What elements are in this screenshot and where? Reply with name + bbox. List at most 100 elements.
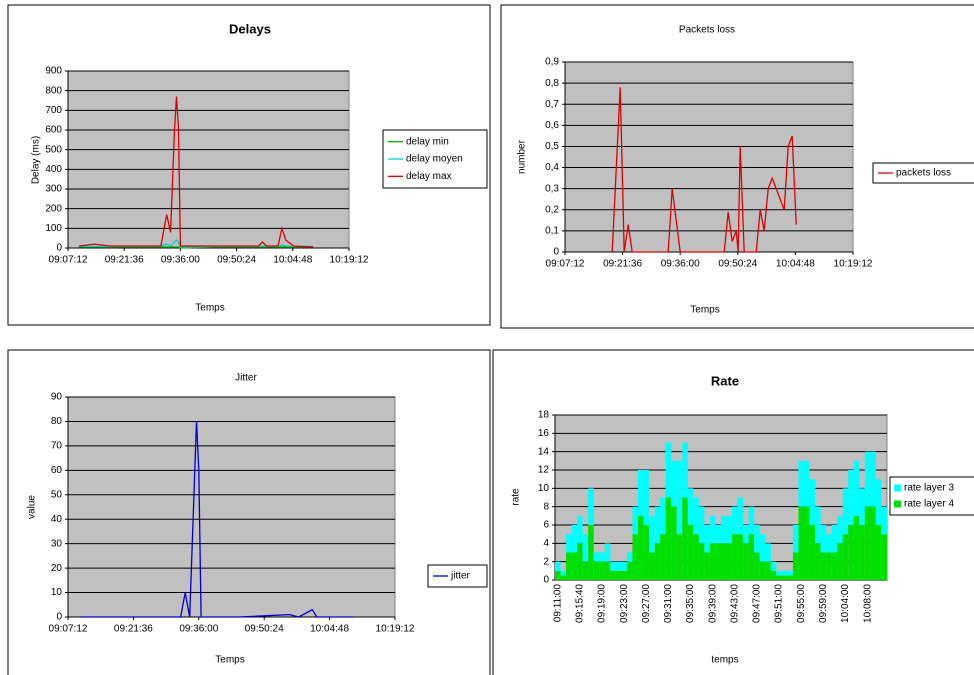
bar-segment — [599, 561, 605, 580]
x-tick-label: 09:35:00 — [685, 584, 696, 623]
bar-segment — [643, 525, 650, 580]
bar-segment — [826, 534, 832, 553]
y-axis-label: Delay (ms) — [31, 136, 42, 184]
x-tick-label: 09:36:00 — [179, 624, 218, 635]
bar-segment — [555, 561, 561, 571]
chart-title: Rate — [711, 373, 739, 388]
y-tick-label: 900 — [45, 66, 62, 77]
bar-segment — [776, 575, 782, 580]
chart-panel: Packets loss Temps number 0 0,1 0,2 0,3 0,4 0,5 0… — [500, 4, 974, 329]
bar-segment — [665, 497, 672, 580]
bar-segment — [704, 552, 710, 580]
bar-segment — [864, 451, 871, 507]
bar-segment — [826, 552, 832, 580]
x-tick-label: 09:43:00 — [729, 584, 740, 623]
bar-segment — [638, 515, 644, 580]
data-line — [80, 421, 354, 618]
bar-segment — [748, 506, 755, 535]
legend-label: delay max — [406, 171, 452, 182]
bar-segment — [693, 534, 699, 580]
bar-segment — [582, 561, 589, 580]
bar-segment — [831, 552, 838, 580]
y-tick-label: 700 — [45, 105, 62, 116]
bar-segment — [743, 525, 749, 544]
legend-swatch — [894, 500, 901, 508]
x-tick-label: 09:50:24 — [245, 624, 284, 635]
x-tick-label: 09:07:12 — [546, 259, 585, 270]
y-tick-label: 200 — [45, 203, 62, 214]
y-tick-label: 0,8 — [545, 78, 559, 89]
bar-segment — [765, 561, 771, 580]
bar-segment — [804, 506, 810, 580]
bar-segment — [687, 525, 694, 580]
bar-segment — [626, 561, 633, 580]
bar-segment — [571, 552, 578, 580]
x-tick-label: 09:50:24 — [718, 259, 757, 270]
bar-segment — [615, 570, 622, 580]
bar-segment — [582, 534, 589, 562]
x-axis-label: Temps — [690, 305, 719, 316]
bar-segment — [881, 506, 887, 535]
x-tick-label: 09:36:00 — [661, 259, 700, 270]
y-tick-label: 12 — [538, 465, 550, 476]
y-tick-label: 90 — [51, 392, 63, 403]
y-tick-label: 0,7 — [545, 99, 559, 110]
bar-segment — [660, 534, 666, 580]
plot-area — [67, 396, 396, 618]
y-tick-label: 0 — [56, 612, 62, 623]
bar-segment — [842, 534, 849, 580]
y-tick-label: 100 — [45, 223, 62, 234]
x-tick-label: 09:15:40 — [575, 584, 586, 623]
x-tick-label: 09:21:36 — [114, 624, 153, 635]
y-tick-label: 0,6 — [545, 120, 559, 131]
legend-label: rate layer 4 — [904, 499, 954, 510]
y-tick-label: 18 — [538, 410, 550, 421]
x-tick-label: 09:59:00 — [818, 584, 829, 623]
bar-segment — [798, 506, 804, 580]
bar-segment — [798, 460, 804, 507]
bar-segment — [709, 543, 716, 580]
bar-segment — [604, 561, 611, 580]
bar-segment — [770, 570, 777, 580]
bar-segment — [859, 525, 865, 580]
bar-segment — [732, 534, 738, 580]
bar-segment — [809, 479, 816, 525]
y-tick-label: 80 — [51, 416, 63, 427]
bar-segment — [566, 552, 572, 580]
bar-segment — [748, 534, 755, 580]
bar-segment — [671, 460, 677, 507]
x-axis-label: Temps — [195, 303, 224, 314]
bar-segment — [660, 497, 666, 535]
y-tick-label: 2 — [543, 556, 549, 567]
bar-segment — [626, 552, 633, 562]
bar-segment — [682, 442, 688, 498]
bar-segment — [593, 561, 600, 580]
bar-segment — [837, 515, 843, 544]
y-tick-label: 0,3 — [545, 183, 559, 194]
legend-swatch — [894, 484, 901, 492]
y-tick-label: 50 — [51, 489, 63, 500]
bar-segment — [831, 525, 838, 553]
bar-segment — [837, 543, 843, 580]
y-tick-label: 10 — [538, 483, 550, 494]
bar-segment — [560, 570, 567, 576]
chart-title: Packets loss — [679, 25, 735, 36]
bar-segment — [715, 525, 721, 544]
x-tick-label: 10:19:12 — [376, 624, 415, 635]
bar-segment — [726, 543, 733, 580]
y-tick-label: 8 — [543, 501, 549, 512]
bar-segment — [704, 525, 710, 553]
y-tick-label: 0,4 — [545, 162, 559, 173]
bar-segment — [815, 506, 821, 544]
bar-segment — [682, 497, 688, 580]
x-tick-label: 09:07:12 — [49, 624, 88, 635]
x-tick-label: 09:23:00 — [619, 584, 630, 623]
x-tick-label: 09:51:00 — [774, 584, 785, 623]
y-tick-label: 0,9 — [545, 57, 559, 68]
bar-segment — [842, 488, 849, 535]
bar-segment — [787, 575, 793, 580]
x-axis-label: Temps — [215, 655, 244, 666]
x-tick-label: 09:07:12 — [49, 255, 88, 266]
bar-segment — [698, 543, 705, 580]
bar-segment — [809, 525, 816, 580]
